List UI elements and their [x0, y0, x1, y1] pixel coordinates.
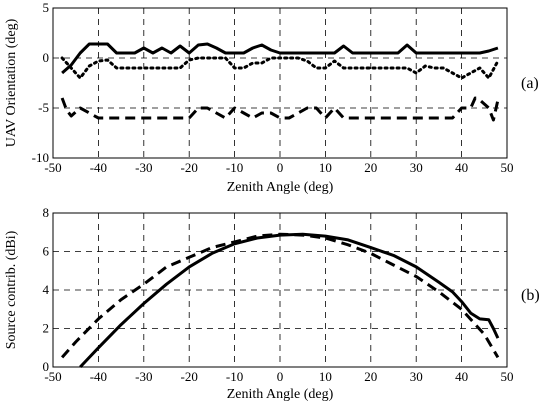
panel-a-x-tick-label: 50 [501, 160, 514, 175]
panel-b-y-tick-labels: 0 2 4 6 8 [43, 205, 50, 374]
panel-a-x-tick-label: -20 [181, 160, 198, 175]
panel-b-series [60, 232, 500, 369]
panel-a-x-tick-label: -30 [135, 160, 152, 175]
panel-b-x-tick-label: -20 [181, 369, 198, 384]
panel-a-series-dashed-line [60, 96, 500, 122]
panel-a-y-tick-label: -10 [32, 150, 49, 165]
panel-a-x-tick-labels: -50 -40 -30 -20 -10 0 10 20 30 40 50 [44, 160, 513, 175]
panel-a-x-tick-label: 20 [364, 160, 377, 175]
panel-b-y-tick-label: 0 [43, 359, 50, 374]
panel-b-label: (b) [521, 287, 540, 304]
panel-a-series-solid-line [61, 42, 499, 75]
panel-b-x-tick-label: 10 [319, 369, 332, 384]
panel-b-y-tick-label: 4 [43, 282, 50, 297]
panel-a-y-tick-labels: -10 -5 0 5 [32, 0, 49, 165]
panel-a-x-tick-label: 0 [277, 160, 284, 175]
panel-b-grid [53, 213, 507, 367]
panel-a-series [60, 42, 500, 122]
panel-b-y-tick-label: 2 [43, 321, 50, 336]
panel-a-x-tick-label: 30 [410, 160, 423, 175]
panel-a-orientation-chart: -50 -40 -30 -20 -10 0 10 20 30 40 50 -10-505 Zenit… [4, 0, 539, 195]
panel-a-x-axis-label: Zenith Angle (deg) [227, 180, 334, 195]
panel-b-x-tick-label: 40 [455, 369, 468, 384]
panel-b-source-contribution-chart: -50 -40 -30 -20 -10 0 10 20 30 40 50 0 2 4 6 8 Zenith … [4, 205, 540, 402]
panel-a-x-tick-label: 10 [319, 160, 332, 175]
panel-b-x-tick-label: -40 [90, 369, 107, 384]
panel-b-x-tick-label: 20 [364, 369, 377, 384]
panel-b-x-tick-label: 50 [501, 369, 514, 384]
panel-b-x-tick-labels: -50 -40 -30 -20 -10 0 10 20 30 40 50 [44, 369, 513, 384]
panel-b-x-axis-label: Zenith Angle (deg) [227, 387, 334, 402]
panel-a-x-tick-label: -40 [90, 160, 107, 175]
panel-a-x-tick-label: -50 [44, 160, 61, 175]
panel-a-y-axis-label: UAV Orientation (deg) [4, 18, 19, 147]
panel-a-grid [53, 8, 507, 158]
panel-b-y-tick-label: 6 [43, 244, 50, 259]
panel-a-label: (a) [521, 75, 539, 92]
panel-a-x-tick-label: -10 [226, 160, 243, 175]
panel-b-x-tick-label: -10 [226, 369, 243, 384]
panel-a-series-dotted-line [60, 56, 500, 80]
panel-b-x-tick-label: -50 [44, 369, 61, 384]
panel-b-x-tick-label: -30 [135, 369, 152, 384]
panel-b-x-tick-label: 30 [410, 369, 423, 384]
panel-a-y-tick-label: -5 [38, 100, 49, 115]
panel-b-series-dashed-line [60, 232, 500, 359]
panel-b-y-tick-label: 8 [43, 205, 50, 220]
panel-a-x-tick-label: 40 [455, 160, 468, 175]
panel-b-series-solid-line [79, 232, 500, 369]
panel-b-y-axis-label: Source contrib. (dBi) [4, 230, 19, 349]
panel-a-y-tick-label: 0 [43, 50, 50, 65]
panel-a-y-tick-label: 5 [43, 0, 50, 15]
panel-b-x-tick-label: 0 [277, 369, 284, 384]
